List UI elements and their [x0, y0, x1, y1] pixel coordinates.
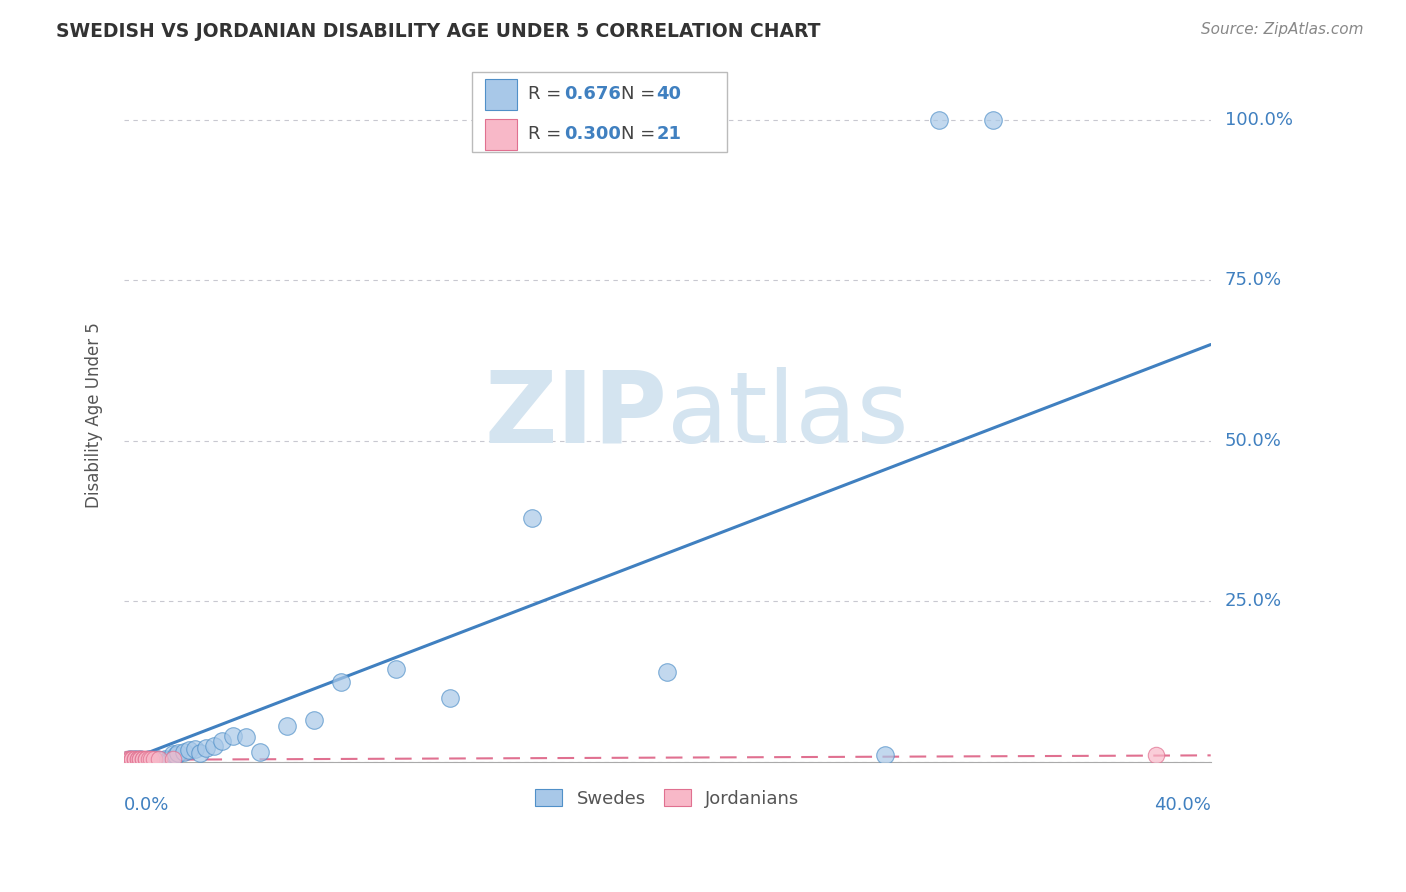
- Point: [115, 753, 138, 767]
- Point: [202, 739, 225, 753]
- Point: [121, 753, 143, 767]
- Point: [330, 674, 353, 689]
- Point: [129, 752, 152, 766]
- Point: [873, 748, 896, 763]
- Point: [184, 742, 207, 756]
- Point: [115, 752, 138, 766]
- Text: 21: 21: [657, 125, 682, 144]
- Text: 40: 40: [657, 86, 682, 103]
- Point: [188, 747, 211, 761]
- Point: [143, 751, 166, 765]
- Point: [222, 729, 245, 743]
- Y-axis label: Disability Age Under 5: Disability Age Under 5: [86, 322, 103, 508]
- Point: [983, 112, 1005, 127]
- Text: R =: R =: [529, 125, 568, 144]
- Text: atlas: atlas: [668, 367, 910, 464]
- Point: [384, 662, 406, 676]
- Point: [129, 752, 152, 766]
- Point: [132, 752, 155, 766]
- Text: 50.0%: 50.0%: [1225, 432, 1281, 450]
- Point: [276, 719, 298, 733]
- Point: [127, 751, 149, 765]
- Point: [129, 751, 152, 765]
- Point: [118, 752, 141, 766]
- Text: 100.0%: 100.0%: [1225, 111, 1292, 128]
- Point: [249, 745, 271, 759]
- Point: [135, 752, 157, 766]
- Text: 0.300: 0.300: [564, 125, 621, 144]
- Point: [121, 751, 143, 765]
- Text: 40.0%: 40.0%: [1154, 797, 1211, 814]
- Point: [173, 745, 195, 759]
- Point: [127, 753, 149, 767]
- Point: [124, 752, 146, 766]
- Point: [145, 752, 167, 766]
- FancyBboxPatch shape: [485, 119, 517, 150]
- Point: [132, 753, 155, 767]
- Point: [124, 751, 146, 765]
- Point: [439, 690, 461, 705]
- Point: [928, 112, 950, 127]
- Text: 25.0%: 25.0%: [1225, 592, 1282, 610]
- Point: [657, 665, 679, 679]
- Point: [132, 751, 155, 765]
- Point: [141, 752, 163, 766]
- Point: [235, 731, 257, 745]
- Point: [211, 734, 233, 748]
- Point: [159, 753, 181, 767]
- Point: [124, 752, 146, 766]
- Point: [121, 752, 143, 766]
- Point: [194, 740, 217, 755]
- Legend: Swedes, Jordanians: Swedes, Jordanians: [527, 782, 807, 815]
- Text: 0.0%: 0.0%: [124, 797, 170, 814]
- Point: [148, 753, 170, 767]
- Point: [141, 753, 163, 767]
- Point: [167, 746, 190, 760]
- Text: R =: R =: [529, 86, 568, 103]
- Point: [162, 747, 184, 761]
- FancyBboxPatch shape: [485, 78, 517, 110]
- Text: SWEDISH VS JORDANIAN DISABILITY AGE UNDER 5 CORRELATION CHART: SWEDISH VS JORDANIAN DISABILITY AGE UNDE…: [56, 22, 821, 41]
- Point: [127, 752, 149, 766]
- Point: [153, 752, 176, 766]
- Point: [520, 511, 543, 525]
- Point: [138, 752, 160, 766]
- Point: [135, 751, 157, 765]
- Text: Source: ZipAtlas.com: Source: ZipAtlas.com: [1201, 22, 1364, 37]
- Point: [143, 753, 166, 767]
- Point: [135, 753, 157, 767]
- Point: [304, 713, 326, 727]
- Text: ZIP: ZIP: [485, 367, 668, 464]
- Point: [156, 753, 179, 767]
- Text: 75.0%: 75.0%: [1225, 271, 1282, 289]
- Text: N =: N =: [620, 125, 661, 144]
- Point: [150, 753, 173, 767]
- Text: N =: N =: [620, 86, 661, 103]
- Point: [165, 748, 187, 763]
- Text: 0.676: 0.676: [564, 86, 621, 103]
- Point: [1144, 748, 1167, 763]
- Point: [148, 752, 170, 766]
- Point: [118, 752, 141, 766]
- Point: [179, 743, 201, 757]
- Point: [138, 751, 160, 765]
- Point: [118, 751, 141, 765]
- Point: [162, 751, 184, 765]
- FancyBboxPatch shape: [472, 72, 727, 152]
